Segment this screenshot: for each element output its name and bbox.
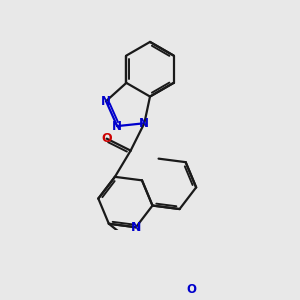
Text: N: N — [101, 95, 111, 108]
Text: N: N — [131, 221, 141, 234]
Text: O: O — [186, 283, 197, 296]
Text: N: N — [112, 120, 122, 133]
Text: O: O — [101, 132, 112, 145]
Text: N: N — [139, 117, 149, 130]
